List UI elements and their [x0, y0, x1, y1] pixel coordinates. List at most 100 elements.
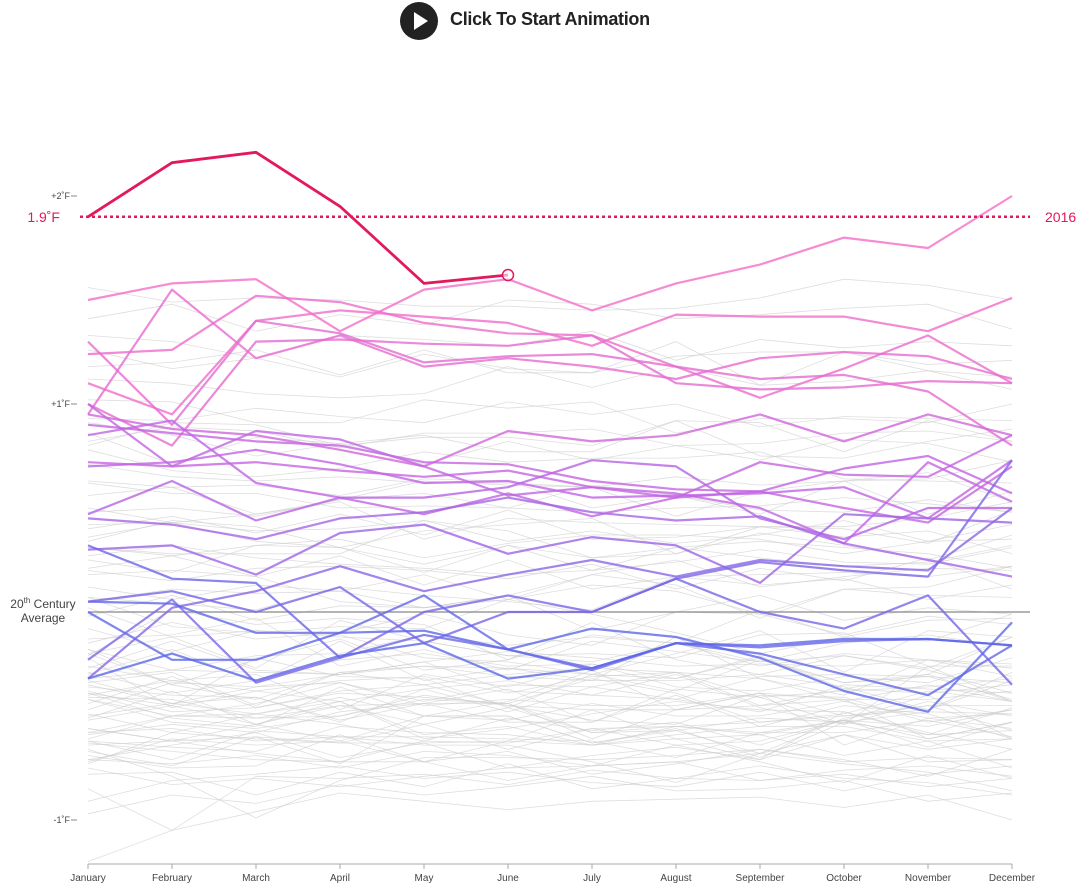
- background-series-line-39: [87, 640, 1013, 677]
- x-tick-label-december: December: [989, 873, 1036, 884]
- background-series-line-63: [87, 574, 1013, 615]
- background-series-line-82: [87, 349, 1013, 376]
- background-series-line-50: [87, 684, 1013, 713]
- x-tick-label-july: July: [583, 873, 601, 884]
- background-series-line-52: [87, 522, 1013, 573]
- background-series-line-73: [87, 432, 1013, 465]
- background-series-line-34: [87, 686, 1013, 727]
- x-tick-label-march: March: [242, 873, 270, 884]
- background-series-line-31: [87, 744, 1013, 784]
- background-series-line-67: [87, 420, 1013, 453]
- series-line-1997: [87, 496, 1013, 578]
- background-series-line-55: [87, 520, 1013, 561]
- series-line-1988: [87, 577, 1013, 686]
- background-series-line-70: [87, 366, 1013, 399]
- highlighted-series-group: [87, 195, 1013, 713]
- background-series-line-64: [87, 480, 1013, 517]
- background-series-group: [87, 278, 1013, 862]
- annual-average-label: 1.9˚F: [27, 209, 60, 225]
- series-line-2011: [87, 459, 1012, 541]
- background-series-line-5: [87, 694, 1013, 761]
- x-tick-label-october: October: [826, 873, 862, 884]
- start-animation-label: Click To Start Animation: [450, 9, 650, 29]
- y-tick-label: +2˚F: [51, 191, 70, 201]
- series-line-2015: [87, 195, 1013, 333]
- play-icon: [400, 2, 438, 40]
- series-line-1994: [87, 611, 1013, 713]
- background-series-line-18: [87, 725, 1013, 769]
- background-series-line-75: [87, 330, 1013, 361]
- current-year-line: [87, 150, 509, 285]
- series-line-1999: [87, 459, 1013, 684]
- background-series-line-6: [87, 734, 1013, 792]
- x-tick-label-february: February: [152, 873, 192, 884]
- background-series-line-62: [87, 399, 1013, 434]
- background-series-line-40: [87, 700, 1013, 740]
- series-line-1995: [87, 507, 1013, 680]
- x-tick-label-august: August: [660, 873, 691, 884]
- background-series-line-51: [87, 555, 1013, 619]
- current-month-marker: [501, 268, 515, 282]
- reference-label-line2: Average: [21, 611, 66, 625]
- background-series-line-27: [87, 676, 1013, 723]
- series-line-2007: [87, 319, 1013, 447]
- background-series-line-89: [87, 761, 1013, 788]
- background-series-line-33: [87, 628, 1013, 675]
- background-series-line-79: [87, 459, 1013, 488]
- background-series-line-60: [87, 449, 1013, 484]
- series-line-2013: [87, 413, 1013, 468]
- background-series-line-65: [87, 299, 1013, 332]
- background-series-line-81: [87, 534, 1013, 559]
- background-series-line-72: [87, 501, 1013, 540]
- start-animation-button[interactable]: Click To Start Animation: [398, 0, 688, 42]
- x-tick-label-january: January: [70, 873, 106, 884]
- background-series-line-41: [87, 667, 1013, 707]
- x-tick-label-june: June: [497, 873, 519, 884]
- background-series-line-90: [87, 748, 1013, 819]
- series-line-1998: [87, 288, 1013, 416]
- x-tick-label-may: May: [415, 873, 434, 884]
- series-line-2012: [87, 448, 1013, 520]
- background-series-line-44: [87, 688, 1013, 725]
- background-series-line-87: [87, 765, 1013, 831]
- background-series-line-78: [87, 544, 1013, 573]
- x-tick-label-april: April: [330, 873, 350, 884]
- y-tick-label: +1˚F: [51, 399, 70, 409]
- background-series-line-32: [87, 694, 1013, 725]
- series-line-1983: [87, 637, 1013, 682]
- axis-group: January February March April May June July Augu…: [51, 191, 1035, 884]
- background-series-line-26: [87, 740, 1013, 777]
- series-line-2006: [87, 403, 1013, 545]
- background-series-line-35: [87, 719, 1013, 765]
- series-line-2003: [87, 434, 1013, 499]
- background-series-line-58: [87, 555, 1013, 590]
- background-series-line-29: [87, 634, 1013, 671]
- series-line-2014: [87, 294, 1013, 399]
- background-series-line-85: [87, 765, 1013, 802]
- x-tick-label-september: September: [736, 873, 786, 884]
- background-series-line-47: [87, 673, 1013, 702]
- background-series-line-84: [87, 775, 1013, 815]
- series-line-1987: [87, 594, 1013, 697]
- background-series-line-86: [87, 792, 1013, 862]
- background-series-line-30: [87, 684, 1013, 723]
- y-tick-label: -1˚F: [54, 815, 71, 825]
- series-line-2001: [87, 513, 1013, 585]
- background-series-line-48: [87, 719, 1013, 761]
- background-series-line-57: [87, 507, 1013, 544]
- year-label: 2016: [1045, 209, 1076, 225]
- background-series-line-45: [87, 705, 1012, 734]
- background-series-line-15: [87, 728, 1013, 784]
- background-series-line-42: [87, 734, 1013, 769]
- current-year-group: 1.9˚F 2016: [27, 150, 1076, 285]
- background-series-line-88: [87, 763, 1013, 796]
- background-series-line-77: [87, 401, 1013, 428]
- background-series-line-28: [87, 700, 1013, 746]
- reference-label-line1: 20th Century: [10, 596, 75, 611]
- background-series-line-20: [87, 717, 1013, 763]
- background-series-line-83: [87, 426, 1013, 449]
- background-series-line-53: [87, 559, 1013, 609]
- series-line-2005: [87, 334, 1013, 447]
- x-tick-label-november: November: [905, 873, 952, 884]
